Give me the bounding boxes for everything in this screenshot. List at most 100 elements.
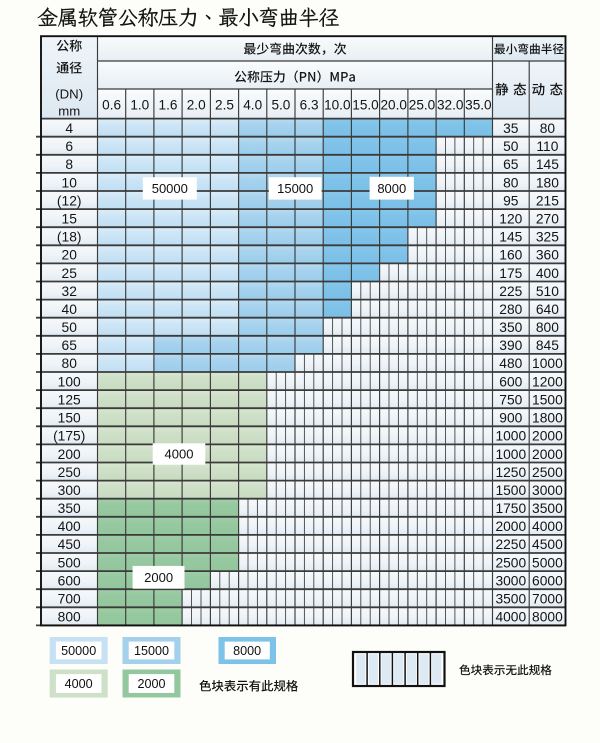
svg-text:40: 40	[62, 302, 78, 317]
svg-text:65: 65	[503, 157, 519, 172]
svg-text:1800: 1800	[532, 411, 563, 426]
svg-text:225: 225	[499, 284, 522, 299]
svg-text:4.0: 4.0	[243, 98, 262, 113]
svg-text:1750: 1750	[495, 501, 526, 516]
svg-text:50: 50	[62, 320, 78, 335]
svg-text:125: 125	[58, 393, 81, 408]
svg-text:15000: 15000	[277, 181, 313, 196]
svg-text:(175): (175)	[53, 429, 85, 444]
svg-text:2000: 2000	[532, 447, 563, 462]
svg-text:8000: 8000	[377, 181, 406, 196]
svg-text:8000: 8000	[532, 610, 563, 625]
svg-text:280: 280	[499, 302, 522, 317]
svg-text:1500: 1500	[495, 483, 526, 498]
svg-text:500: 500	[58, 555, 81, 570]
svg-text:3000: 3000	[532, 483, 563, 498]
svg-text:480: 480	[499, 356, 522, 371]
svg-text:5000: 5000	[532, 555, 563, 570]
svg-text:400: 400	[536, 266, 559, 281]
svg-text:4000: 4000	[495, 610, 526, 625]
svg-text:32.0: 32.0	[437, 98, 464, 113]
svg-text:2.5: 2.5	[215, 98, 234, 113]
svg-text:120: 120	[499, 212, 522, 227]
svg-text:80: 80	[62, 356, 78, 371]
svg-text:0.6: 0.6	[102, 98, 121, 113]
svg-text:10.0: 10.0	[324, 98, 351, 113]
svg-text:2500: 2500	[532, 465, 563, 480]
svg-text:4000: 4000	[65, 677, 93, 691]
svg-text:50000: 50000	[61, 644, 96, 658]
svg-text:6000: 6000	[532, 573, 563, 588]
svg-text:3000: 3000	[495, 573, 526, 588]
svg-text:1.0: 1.0	[130, 98, 149, 113]
svg-text:7000: 7000	[532, 592, 563, 607]
svg-text:4: 4	[65, 121, 73, 136]
svg-text:2000: 2000	[137, 677, 165, 691]
svg-text:2250: 2250	[495, 537, 526, 552]
svg-text:80: 80	[540, 121, 556, 136]
svg-text:25: 25	[62, 266, 78, 281]
svg-text:80: 80	[503, 175, 519, 190]
svg-text:6: 6	[65, 139, 73, 154]
svg-text:5.0: 5.0	[271, 98, 290, 113]
svg-text:270: 270	[536, 212, 559, 227]
svg-text:1000: 1000	[495, 429, 526, 444]
svg-text:350: 350	[499, 320, 522, 335]
svg-text:350: 350	[58, 501, 81, 516]
svg-text:145: 145	[536, 157, 559, 172]
svg-text:4000: 4000	[532, 519, 563, 534]
svg-text:2000: 2000	[532, 429, 563, 444]
svg-text:1.6: 1.6	[159, 98, 178, 113]
svg-text:(12): (12)	[57, 193, 82, 208]
svg-text:180: 180	[536, 175, 559, 190]
svg-text:15000: 15000	[134, 644, 169, 658]
svg-text:300: 300	[58, 483, 81, 498]
svg-text:700: 700	[58, 592, 81, 607]
svg-text:2500: 2500	[495, 555, 526, 570]
svg-text:750: 750	[499, 393, 522, 408]
svg-text:175: 175	[499, 266, 522, 281]
svg-text:35: 35	[503, 121, 519, 136]
svg-text:20: 20	[62, 248, 78, 263]
svg-text:800: 800	[58, 610, 81, 625]
svg-text:20.0: 20.0	[380, 98, 407, 113]
svg-text:800: 800	[536, 320, 559, 335]
svg-text:15.0: 15.0	[352, 98, 379, 113]
svg-text:400: 400	[58, 519, 81, 534]
svg-text:160: 160	[499, 248, 522, 263]
svg-text:250: 250	[58, 465, 81, 480]
svg-text:25.0: 25.0	[409, 98, 436, 113]
svg-text:8: 8	[65, 157, 73, 172]
svg-text:1000: 1000	[532, 356, 563, 371]
svg-text:3500: 3500	[532, 501, 563, 516]
svg-text:8000: 8000	[233, 644, 261, 658]
svg-text:600: 600	[499, 374, 522, 389]
svg-text:600: 600	[58, 573, 81, 588]
svg-text:2000: 2000	[144, 570, 173, 585]
svg-text:95: 95	[503, 193, 519, 208]
svg-text:325: 325	[536, 230, 559, 245]
svg-text:3500: 3500	[495, 592, 526, 607]
svg-text:1000: 1000	[495, 447, 526, 462]
svg-text:510: 510	[536, 284, 559, 299]
svg-text:200: 200	[58, 447, 81, 462]
svg-text:450: 450	[58, 537, 81, 552]
svg-text:215: 215	[536, 193, 559, 208]
svg-text:360: 360	[536, 248, 559, 263]
svg-text:2000: 2000	[495, 519, 526, 534]
svg-text:15: 15	[62, 212, 78, 227]
svg-text:100: 100	[58, 374, 81, 389]
svg-text:50000: 50000	[152, 181, 188, 196]
svg-text:1200: 1200	[532, 374, 563, 389]
svg-text:10: 10	[62, 175, 78, 190]
svg-text:35.0: 35.0	[465, 98, 492, 113]
svg-text:1500: 1500	[532, 393, 563, 408]
svg-text:4500: 4500	[532, 537, 563, 552]
svg-text:mm: mm	[58, 104, 80, 119]
svg-text:65: 65	[62, 338, 78, 353]
svg-text:390: 390	[499, 338, 522, 353]
svg-text:(DN): (DN)	[55, 87, 83, 102]
svg-text:640: 640	[536, 302, 559, 317]
svg-text:50: 50	[503, 139, 519, 154]
svg-text:32: 32	[62, 284, 77, 299]
